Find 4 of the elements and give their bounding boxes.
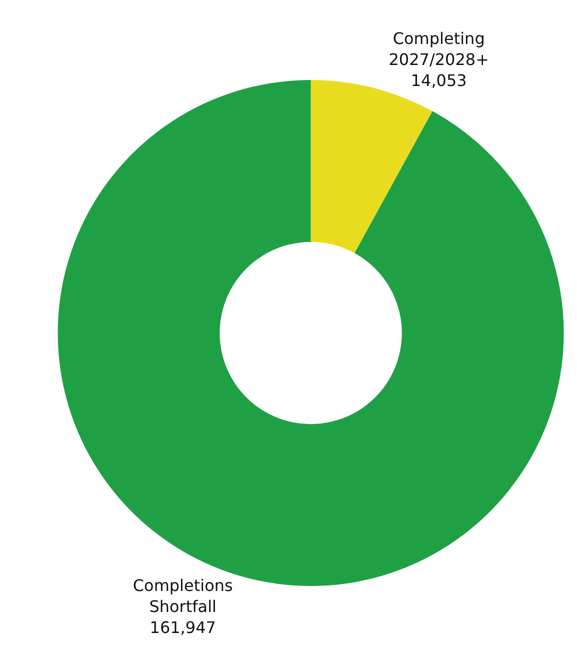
slice-label: Completions Shortfall [132,576,233,616]
slice-label: Completing 2027/2028+ [388,29,489,69]
data-label: 161,947 [150,618,216,637]
data-label: 14,053 [410,70,467,90]
